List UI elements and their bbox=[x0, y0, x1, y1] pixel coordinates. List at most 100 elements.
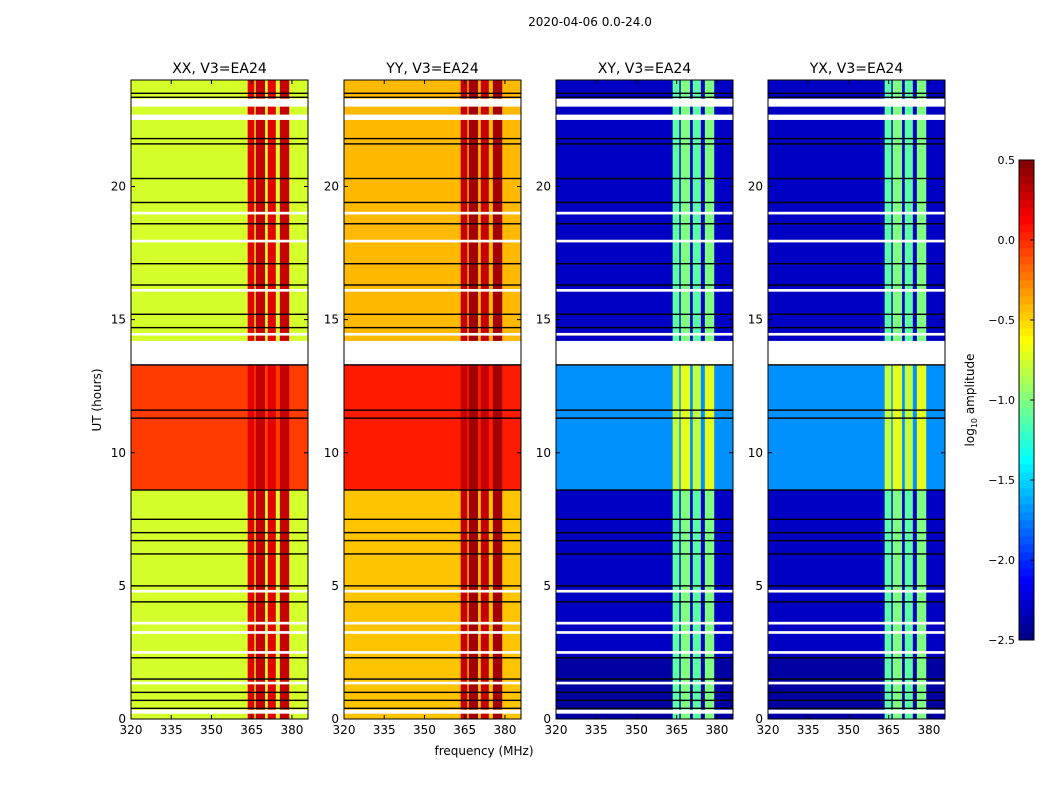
rfi-band-cell bbox=[468, 80, 479, 365]
y-tick-label: 15 bbox=[111, 313, 126, 327]
y-tick-label: 15 bbox=[536, 313, 551, 327]
colorbar-tick-label: 0.5 bbox=[998, 154, 1016, 167]
panel-frame bbox=[555, 79, 734, 720]
rfi-band-cell bbox=[884, 490, 892, 658]
colorbar-cell bbox=[1019, 552, 1034, 561]
heatmap-segment bbox=[131, 490, 308, 719]
flagged-row bbox=[131, 621, 308, 625]
colorbar-cell bbox=[1019, 224, 1034, 233]
flag-line bbox=[556, 177, 733, 180]
rfi-band-cell bbox=[692, 657, 701, 719]
rfi-band-cell bbox=[692, 490, 701, 658]
flag-line bbox=[131, 364, 308, 366]
flag-line bbox=[556, 585, 733, 587]
rfi-band-cell bbox=[904, 80, 913, 365]
flag-line bbox=[556, 263, 733, 265]
y-tick-label: 10 bbox=[536, 446, 551, 460]
heatmap-segment bbox=[556, 364, 733, 491]
rfi-band-cell bbox=[480, 364, 489, 491]
flag-line bbox=[556, 489, 733, 491]
colorbar-tick-label: 0.0 bbox=[998, 234, 1016, 247]
rfi-band-cell bbox=[892, 364, 903, 491]
flag-line bbox=[556, 92, 733, 95]
x-tick-label: 320 bbox=[545, 723, 568, 737]
flag-line bbox=[556, 601, 733, 603]
colorbar-cell bbox=[1019, 544, 1034, 553]
flagged-row bbox=[768, 340, 945, 365]
flagged-row bbox=[344, 211, 521, 215]
y-tick-label: 15 bbox=[748, 313, 763, 327]
flag-line bbox=[131, 409, 308, 411]
flagged-row bbox=[768, 211, 945, 215]
rfi-band-cell bbox=[916, 80, 927, 365]
flag-line bbox=[556, 409, 733, 411]
flag-line bbox=[344, 699, 521, 702]
heatmap-segment bbox=[131, 80, 308, 365]
x-tick-label: 380 bbox=[705, 723, 728, 737]
x-tick-label: 320 bbox=[333, 723, 356, 737]
rfi-band-cell bbox=[916, 657, 927, 719]
colorbar-cell bbox=[1019, 240, 1034, 249]
flag-line bbox=[768, 364, 945, 366]
flag-line bbox=[768, 177, 945, 180]
flag-line bbox=[131, 601, 308, 603]
rfi-band-cell bbox=[692, 364, 701, 491]
flagged-row bbox=[556, 631, 733, 634]
flag-line bbox=[131, 417, 308, 419]
rfi-band-cell bbox=[680, 490, 691, 658]
flag-line bbox=[131, 585, 308, 587]
colorbar-cell bbox=[1019, 624, 1034, 633]
flagged-row bbox=[131, 651, 308, 654]
flagged-row bbox=[344, 589, 521, 593]
rfi-band-cell bbox=[492, 490, 503, 719]
rfi-band-cell bbox=[672, 490, 680, 658]
flag-line bbox=[556, 223, 733, 225]
rfi-band-cell bbox=[255, 80, 266, 365]
colorbar-cell bbox=[1019, 424, 1034, 433]
rfi-band-cell bbox=[692, 80, 701, 365]
colorbar-cell bbox=[1019, 320, 1034, 329]
flag-line bbox=[344, 489, 521, 491]
y-tick-label: 10 bbox=[111, 446, 126, 460]
flagged-row bbox=[768, 621, 945, 625]
colorbar-cell bbox=[1019, 520, 1034, 529]
rfi-band-cell bbox=[247, 364, 255, 491]
panel-yx: YX, V3=EA24 320 335 350 365 380 0 5 10 15 20 bbox=[748, 61, 946, 737]
colorbar-cell bbox=[1019, 296, 1034, 305]
colorbar-cell bbox=[1019, 440, 1034, 449]
flag-line bbox=[556, 699, 733, 702]
x-tick-label: 365 bbox=[453, 723, 476, 737]
rfi-band-cell bbox=[704, 364, 715, 491]
panel-title: XX, V3=EA24 bbox=[172, 61, 267, 77]
flagged-row bbox=[556, 98, 733, 107]
colorbar-cell bbox=[1019, 632, 1034, 641]
flag-line bbox=[556, 326, 733, 329]
rfi-band-cell bbox=[279, 364, 290, 491]
y-tick-label: 20 bbox=[111, 180, 126, 194]
panel-xx: XX, V3=EA24 320 335 350 365 380 0 5 10 15 20 bbox=[111, 61, 309, 737]
flagged-row bbox=[556, 681, 733, 685]
flag-line bbox=[131, 137, 308, 140]
flag-line bbox=[768, 313, 945, 315]
colorbar-cell bbox=[1019, 584, 1034, 593]
y-tick-label: 5 bbox=[331, 579, 339, 593]
colorbar-cell bbox=[1019, 272, 1034, 281]
heatmap-segment bbox=[768, 490, 945, 658]
panel-frame bbox=[130, 79, 309, 720]
flagged-row bbox=[344, 709, 521, 714]
colorbar-tick-label: −2.5 bbox=[988, 634, 1015, 647]
colorbar-cell bbox=[1019, 472, 1034, 481]
rfi-band-cell bbox=[492, 364, 503, 491]
flag-line bbox=[131, 699, 308, 702]
rfi-band-cell bbox=[460, 490, 468, 719]
flagged-row bbox=[344, 631, 521, 634]
rfi-band-cell bbox=[704, 657, 715, 719]
colorbar-cell bbox=[1019, 408, 1034, 417]
flag-line bbox=[768, 201, 945, 204]
rfi-band-cell bbox=[267, 80, 276, 365]
rfi-band-cell bbox=[480, 490, 489, 719]
rfi-band-cell bbox=[672, 80, 680, 365]
flag-line bbox=[768, 284, 945, 286]
flagged-row bbox=[131, 332, 308, 336]
heatmap-segment bbox=[768, 80, 945, 365]
